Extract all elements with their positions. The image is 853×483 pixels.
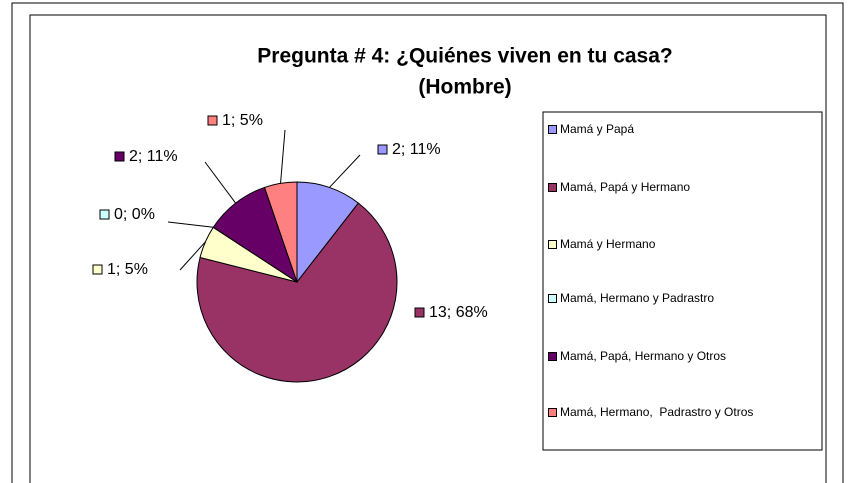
legend-swatch — [548, 125, 557, 134]
legend-label: Mamá, Hermano, Padrastro y Otros — [560, 405, 754, 419]
leader-line — [179, 241, 206, 271]
legend-label: Mamá, Papá, Hermano y Otros — [560, 349, 727, 363]
legend-swatch — [548, 352, 557, 361]
legend-entry: Mamá y Hermano — [548, 237, 830, 251]
data-label: 13; 68% — [429, 304, 488, 321]
label-swatch — [99, 209, 110, 220]
label-swatch — [114, 151, 125, 162]
legend-entry: Mamá, Papá y Hermano — [548, 180, 830, 194]
label-swatch — [92, 264, 103, 275]
legend-label: Mamá y Papá — [560, 122, 635, 136]
leader-line — [280, 129, 286, 184]
legend-box — [542, 111, 823, 451]
chart-title: Pregunta # 4: ¿Quiénes viven en tu casa? — [257, 45, 672, 68]
legend-entry: Mamá, Hermano y Padrastro — [548, 291, 830, 305]
legend-swatch — [548, 183, 557, 192]
data-label: 0; 0% — [114, 206, 155, 223]
legend-label: Mamá y Hermano — [560, 237, 656, 251]
label-swatch — [207, 115, 218, 126]
data-label: 1; 5% — [222, 112, 263, 129]
data-label: 1; 5% — [107, 261, 148, 278]
legend-label: Mamá, Papá y Hermano — [560, 180, 691, 194]
legend-entry: Mamá, Hermano, Padrastro y Otros — [548, 405, 830, 419]
pie-slice — [196, 202, 398, 383]
legend-entry: Mamá y Papá — [548, 122, 830, 136]
chart-subtitle: (Hombre) — [418, 76, 511, 99]
legend-swatch — [548, 294, 557, 303]
legend-label: Mamá, Hermano y Padrastro — [560, 291, 715, 305]
data-label: 2; 11% — [129, 148, 178, 165]
legend-swatch — [548, 240, 557, 249]
label-swatch — [414, 307, 425, 318]
leader-line — [167, 221, 214, 228]
data-label: 2; 11% — [392, 141, 441, 158]
leader-line — [329, 154, 361, 188]
label-swatch — [377, 144, 388, 155]
legend-entry: Mamá, Papá, Hermano y Otros — [548, 349, 830, 363]
leader-line — [204, 161, 236, 204]
legend-swatch — [548, 408, 557, 417]
